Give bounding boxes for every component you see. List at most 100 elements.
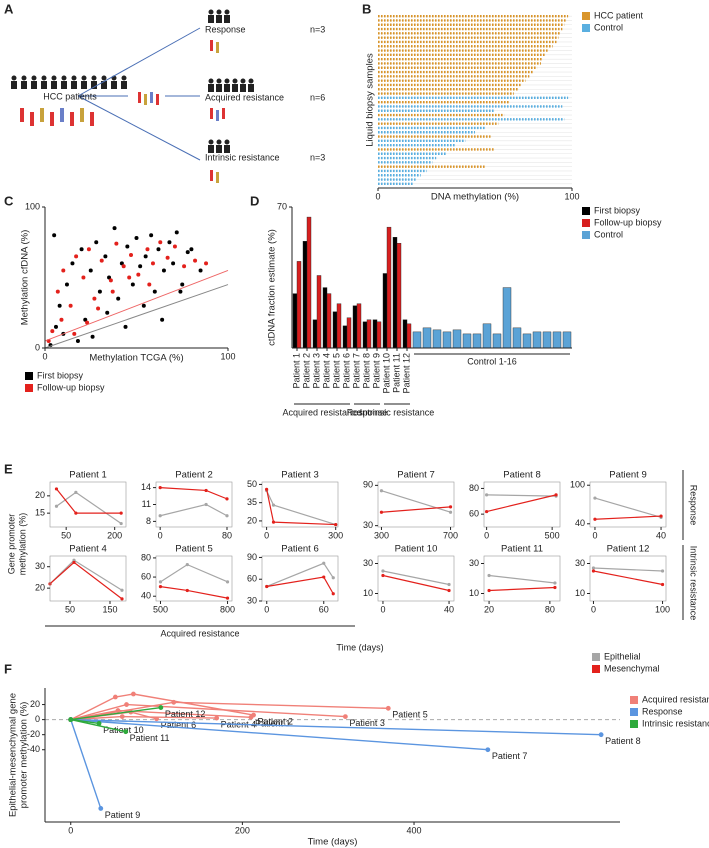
bar (376, 321, 382, 349)
y-axis-label: Epithelial-mesenchymal gene (8, 693, 19, 817)
bar (552, 331, 562, 349)
y-tick-label: 8 (146, 516, 151, 526)
legend-swatch (630, 708, 638, 716)
point (68, 303, 73, 308)
point-label: Patient 5 (392, 710, 428, 720)
point (103, 254, 108, 259)
bar (362, 321, 368, 349)
x-tick-label: Patient 12 (401, 353, 411, 394)
bar (492, 333, 502, 349)
y-axis-label: Methylation cfDNA (%) (20, 230, 31, 326)
point (121, 264, 126, 269)
y-tick-label: 100 (25, 201, 40, 211)
subplot-title: Patient 7 (397, 470, 435, 481)
point-label: Patient 12 (165, 709, 206, 719)
point (119, 714, 125, 720)
bar (346, 317, 352, 349)
point (88, 268, 93, 273)
legend-swatch (582, 231, 590, 239)
point (74, 490, 78, 494)
x-tick-label: 150 (102, 604, 117, 614)
series-line (266, 490, 336, 526)
series-line (266, 562, 334, 588)
point (75, 338, 80, 343)
bar (342, 325, 348, 349)
series-line (266, 489, 336, 526)
legend-label: Mesenchymal (604, 663, 660, 673)
series-line (49, 559, 123, 591)
series-line (266, 576, 334, 595)
diagram-label: n=3 (310, 152, 325, 162)
y-tick-label: 0 (35, 342, 40, 352)
point (68, 717, 74, 723)
point (70, 261, 75, 266)
diagram-label: HCC patients (43, 91, 97, 101)
y-axis-label: promoter methylation (%) (19, 702, 30, 809)
plot-frame (377, 555, 455, 602)
x-tick-label: Patient 10 (381, 353, 391, 394)
series-line (382, 574, 450, 592)
point (108, 278, 113, 283)
point (225, 514, 229, 518)
point (448, 505, 453, 509)
x-tick-label: Patient 9 (371, 353, 381, 389)
point (160, 317, 165, 322)
point (447, 582, 451, 587)
bar (366, 319, 372, 349)
x-tick-label: 100 (655, 604, 670, 614)
point (385, 705, 391, 711)
x-tick-label: 200 (107, 530, 122, 540)
y-tick-label: 20 (30, 699, 40, 709)
point (185, 250, 190, 255)
bar (406, 323, 412, 349)
bar (422, 327, 432, 349)
y-axis-label: Liquid biopsy samples (365, 53, 376, 147)
subplot-title: Patient 8 (503, 470, 541, 481)
y-tick-label: 30 (247, 595, 257, 605)
x-axis-label: Time (days) (308, 837, 358, 848)
point (54, 487, 59, 491)
point (97, 289, 102, 294)
series-line (489, 586, 555, 592)
y-axis-label: methylation (%) (17, 513, 27, 576)
point (485, 493, 489, 497)
point (119, 261, 124, 266)
point-label: Patient 8 (605, 736, 641, 746)
point (158, 705, 164, 710)
x-tick-label: 700 (443, 530, 458, 540)
x-tick-label: Patient 11 (391, 353, 401, 393)
point (178, 289, 183, 294)
y-tick-label: 80 (141, 552, 151, 562)
point (214, 715, 220, 721)
subplot-title: Patient 1 (69, 470, 107, 481)
group-label: Acquired resistance (282, 407, 361, 417)
point (105, 310, 110, 315)
point (54, 504, 59, 508)
legend-label: Follow-up biopsy (594, 217, 662, 227)
point (124, 702, 129, 707)
y-tick-label: 30 (35, 561, 45, 571)
point-label: Patient 1 (255, 719, 291, 729)
panel-label: D (250, 193, 259, 208)
x-tick-label: Patient 1 (291, 353, 301, 389)
point (193, 258, 198, 263)
point (204, 488, 208, 493)
bar (432, 329, 442, 349)
bar (352, 305, 358, 349)
subplot-title: Patient 3 (281, 470, 319, 481)
point (660, 569, 665, 573)
point-label: Patient 10 (103, 725, 144, 735)
bar (482, 323, 492, 349)
y-tick-label: 60 (141, 571, 151, 581)
x-tick-label: 0 (264, 530, 269, 540)
point (591, 566, 596, 570)
legend-label: Response (642, 706, 683, 716)
point (53, 324, 58, 329)
group-label: Acquired resistance (160, 628, 239, 638)
point (150, 261, 155, 266)
point (331, 592, 335, 596)
trend-line (44, 269, 229, 342)
plot-frame (483, 555, 561, 602)
bar (472, 333, 482, 349)
y-tick-label: 40 (575, 518, 585, 528)
